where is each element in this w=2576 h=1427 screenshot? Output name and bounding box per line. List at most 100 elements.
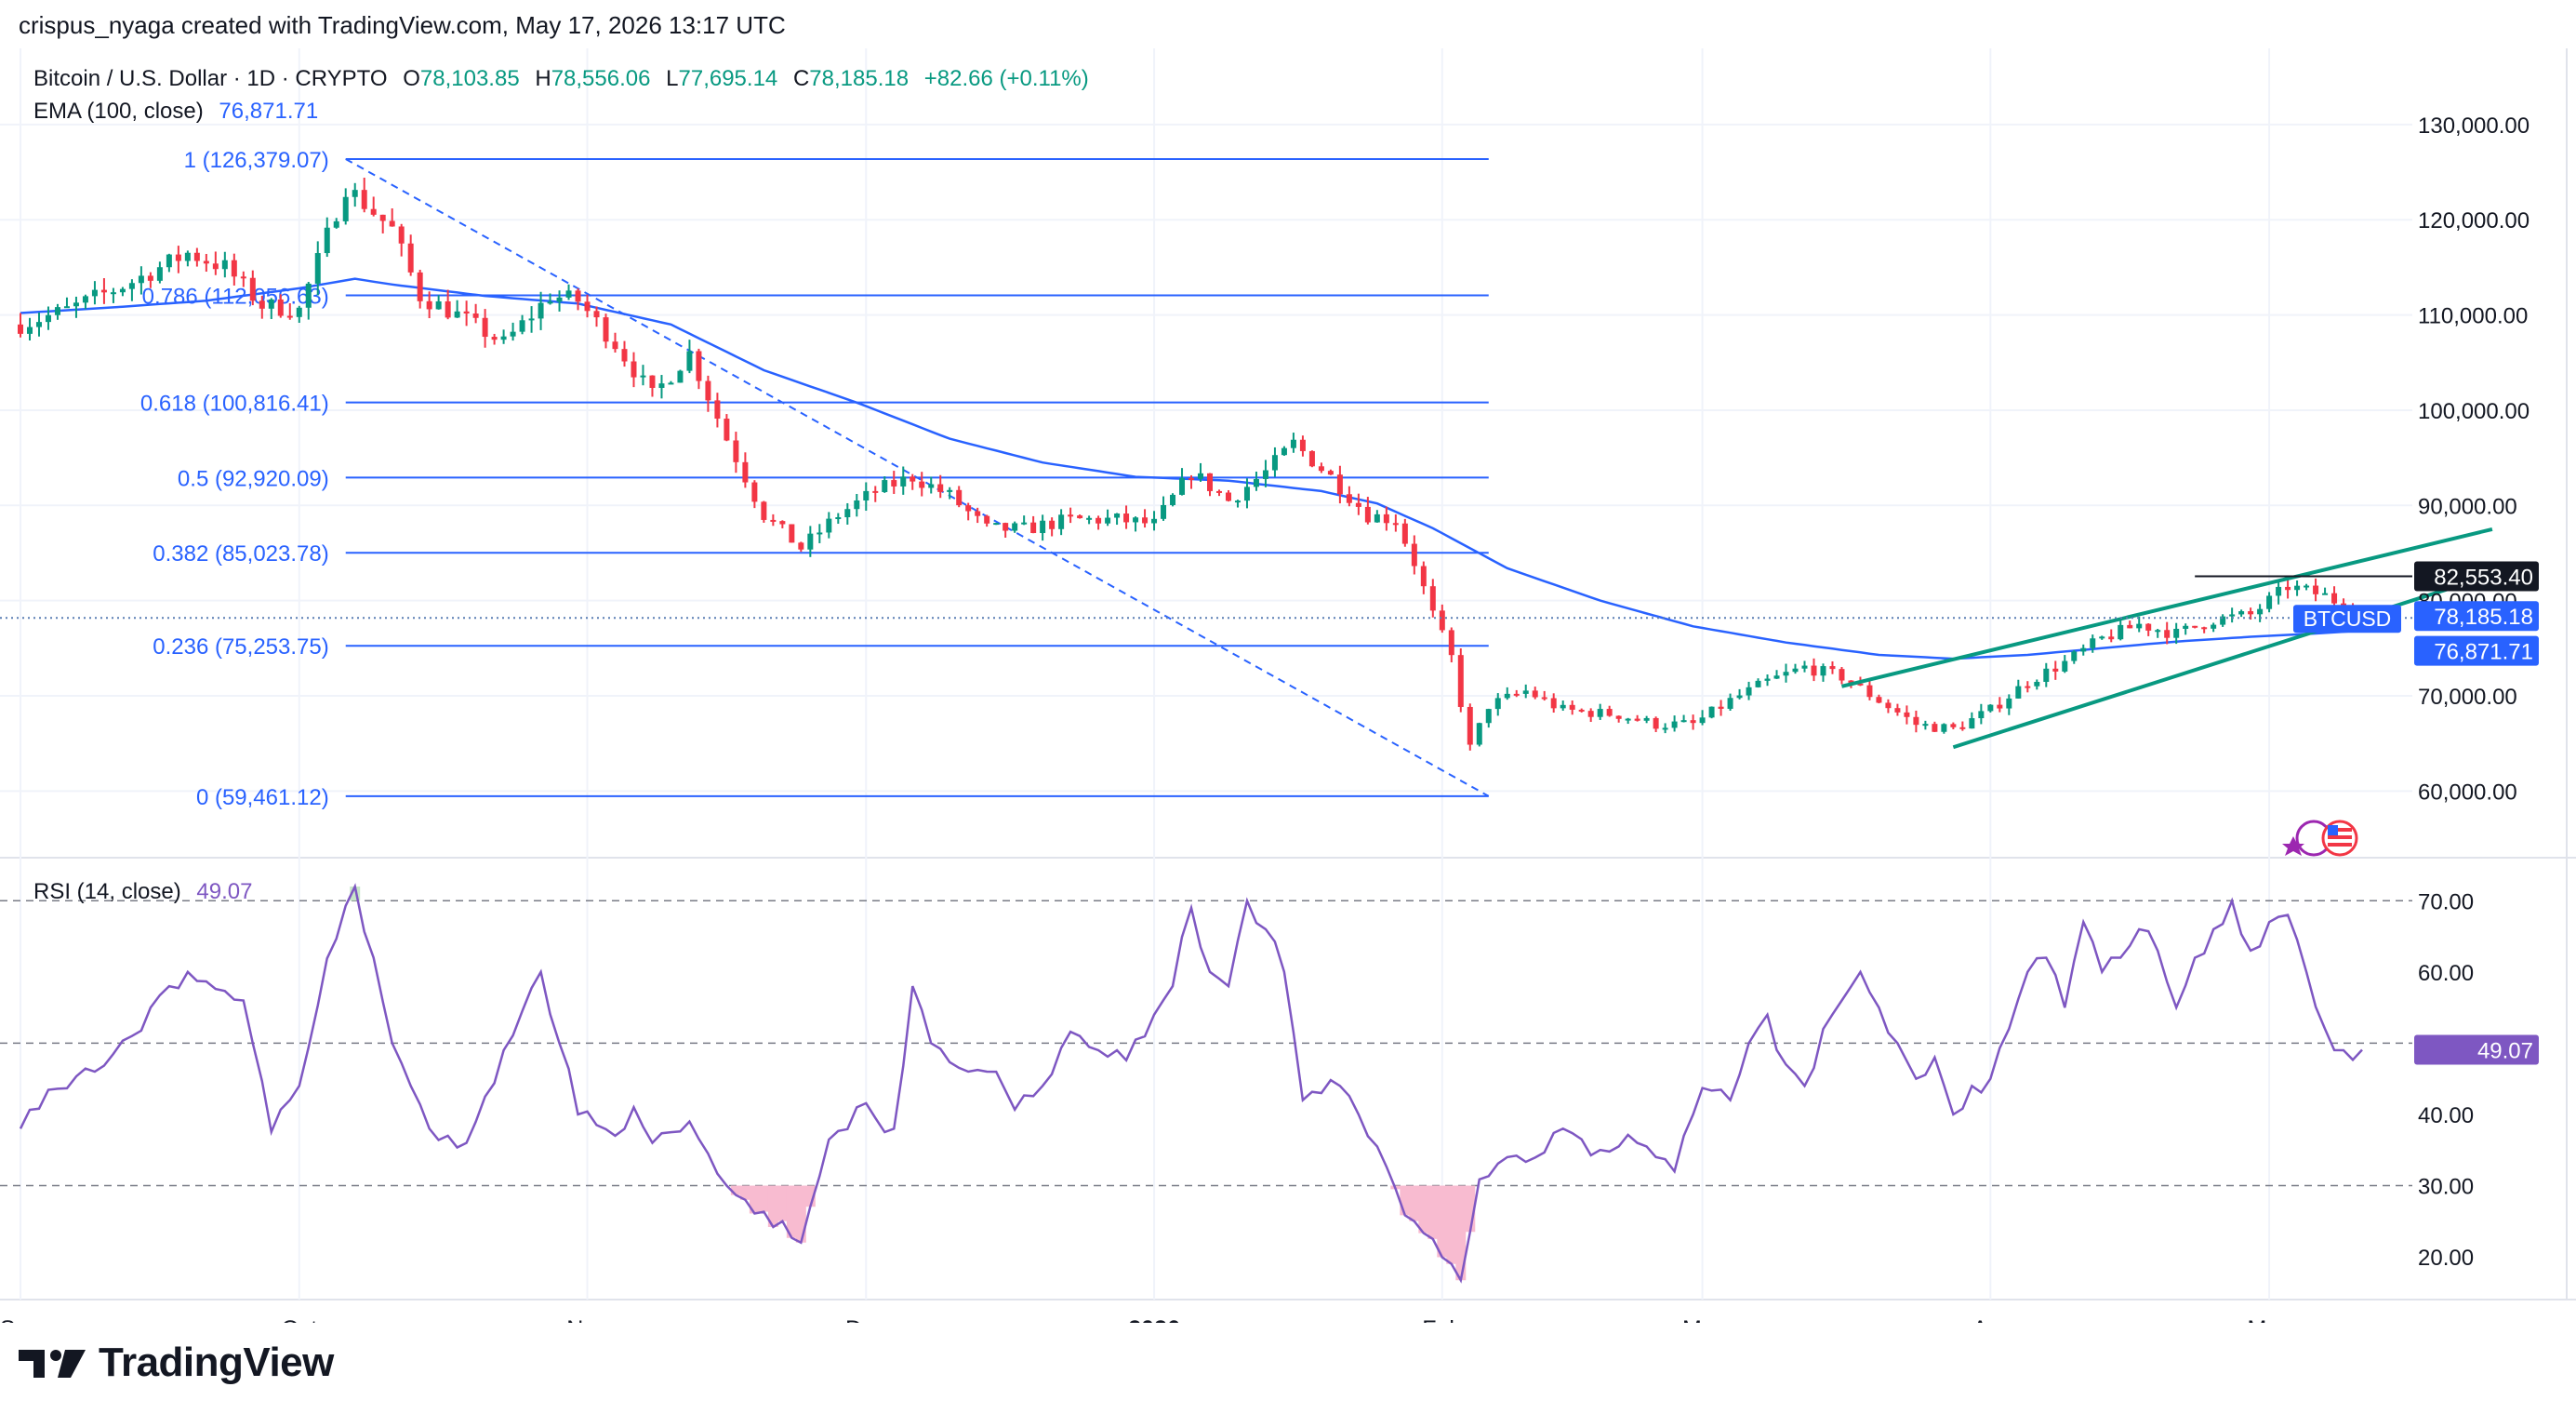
candle-body: [975, 511, 981, 516]
fibonacci-retracement[interactable]: 1 (126,379.07)0.786 (112,056.63)0.618 (1…: [140, 148, 1490, 810]
candle-body: [1718, 706, 1724, 709]
candle-body: [1207, 473, 1213, 491]
high-label: H: [535, 66, 551, 91]
fib-trend-line: [345, 158, 1490, 797]
candle-body: [1243, 487, 1250, 501]
price-tick-label: 90,000.00: [2418, 494, 2517, 519]
candle-body: [668, 382, 674, 385]
candle-body: [1030, 522, 1037, 534]
candle-body: [640, 375, 646, 378]
candle-body: [2043, 668, 2050, 682]
low-label: L: [666, 66, 678, 91]
price-axis[interactable]: 130,000.00 120,000.00 110,000.00 100,000.00…: [2418, 113, 2530, 1271]
candle-body: [547, 301, 553, 304]
candle-body: [686, 351, 693, 371]
candle-body: [789, 524, 795, 543]
candle-body: [1476, 723, 1482, 745]
close-value: 78,185.18: [809, 66, 909, 91]
candle-body: [2006, 698, 2012, 709]
candle-body: [1058, 514, 1065, 529]
economic-events-icon[interactable]: [2282, 820, 2358, 857]
attribution-text: crispus_nyaga created with TradingView.c…: [19, 11, 786, 39]
candle-body: [203, 260, 209, 264]
candle-body: [1021, 522, 1028, 525]
channel-upper-line: [1840, 527, 2493, 688]
candle-body: [1401, 523, 1408, 544]
resistance-badge-box: [2414, 561, 2539, 592]
candle-body: [212, 263, 219, 270]
candle-body: [1411, 543, 1417, 567]
candle-body: [677, 370, 684, 383]
candle-body: [1105, 517, 1111, 524]
candle-body: [1253, 478, 1259, 487]
channel-lower-line: [1952, 573, 2493, 750]
fib-level-label: 1 (126,379.07): [184, 148, 329, 173]
candle-body: [928, 484, 935, 488]
candle-body: [1615, 715, 1622, 719]
time-tick-label: May: [2247, 1316, 2291, 1323]
candle-body: [1959, 727, 1966, 729]
ema-badge: 76,871.71: [2434, 640, 2533, 665]
candle-body: [2127, 624, 2133, 629]
candle-body: [1783, 672, 1789, 676]
candle-body: [891, 480, 897, 487]
candle-body: [1077, 515, 1083, 519]
candle-body: [751, 482, 758, 502]
candle-body: [556, 297, 563, 302]
candle-body: [817, 532, 823, 535]
candle-body: [482, 317, 488, 338]
candle-body: [305, 283, 312, 308]
candle-body: [1383, 513, 1389, 524]
open-value: 78,103.85: [420, 66, 520, 91]
candle-body: [2164, 630, 2171, 638]
open-label: O: [403, 66, 420, 91]
ema-layer: [20, 277, 2363, 660]
candle-body: [426, 300, 432, 310]
candle-body: [993, 523, 1000, 526]
candle-body: [1188, 477, 1195, 480]
candle-body: [1932, 724, 1938, 732]
candle-body: [314, 253, 321, 284]
candle-body: [389, 220, 395, 227]
candle-body: [798, 542, 804, 550]
candle-body: [1736, 695, 1743, 699]
candle-body: [35, 322, 42, 327]
price-tick-label: 70,000.00: [2418, 685, 2517, 710]
svg-text:EMA (100, close) 76,871.71: EMA (100, close) 76,871.71: [33, 99, 318, 124]
candle-body: [1179, 477, 1186, 495]
candle-body: [2331, 593, 2338, 604]
candle-body: [100, 289, 107, 293]
candle-body: [1336, 474, 1343, 495]
candle-body: [1457, 655, 1464, 707]
tradingview-logo[interactable]: TradingView: [19, 1340, 334, 1386]
candle-body: [770, 519, 777, 522]
candle-body: [1003, 523, 1009, 531]
candle-body: [45, 314, 51, 323]
candle-body: [947, 489, 953, 492]
candle-body: [1839, 669, 1845, 681]
candle-body: [18, 324, 23, 334]
candle-body: [2173, 628, 2180, 638]
trendline-drawings[interactable]: [0, 527, 2493, 750]
candle-body: [1634, 718, 1640, 721]
candle-body: [1969, 718, 1975, 729]
candle-body: [91, 289, 98, 297]
candle-body: [1773, 675, 1780, 679]
candle-body: [1448, 630, 1454, 656]
candle-body: [82, 296, 88, 303]
candle-body: [2034, 681, 2040, 687]
chart-canvas[interactable]: 1 (126,379.07)0.786 (112,056.63)0.618 (1…: [0, 48, 2576, 1323]
candle-body: [221, 260, 228, 270]
candle-body: [1597, 709, 1603, 717]
candle-body: [2136, 623, 2143, 629]
candle-body: [872, 490, 879, 493]
candle-body: [1625, 718, 1631, 721]
candle-body: [2099, 636, 2105, 639]
candle-body: [900, 476, 907, 487]
candle-body: [584, 301, 591, 312]
symbol-title: Bitcoin / U.S. Dollar · 1D · CRYPTO: [33, 66, 388, 91]
candle-body: [333, 220, 339, 228]
time-axis[interactable]: Sep Oct Nov Dec 2026 Feb Mar Apr May: [0, 1316, 2291, 1323]
candle-body: [510, 331, 516, 337]
time-tick-label: Sep: [0, 1316, 41, 1323]
